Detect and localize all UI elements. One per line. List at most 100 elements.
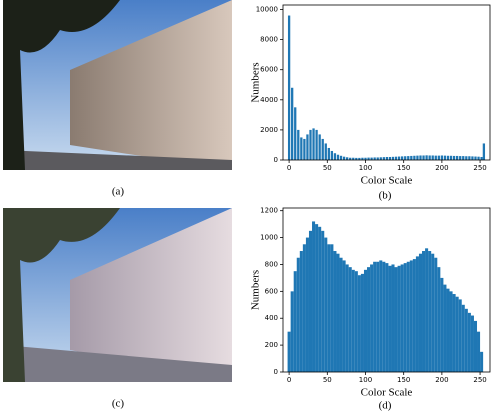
- bar: [400, 264, 404, 372]
- x-tick-label: 250: [473, 164, 486, 172]
- y-tick-label: 1200: [260, 207, 278, 215]
- photo-c: [3, 208, 232, 382]
- bar: [428, 155, 431, 160]
- bar: [449, 155, 453, 160]
- bar: [351, 269, 355, 372]
- bar: [336, 154, 340, 160]
- bar: [370, 157, 373, 160]
- bar: [290, 291, 294, 372]
- y-tick-label: 6000: [260, 66, 278, 74]
- y-tick-label: 0: [274, 368, 278, 376]
- bar: [357, 275, 361, 372]
- bar: [452, 155, 456, 160]
- x-tick-label: 200: [435, 376, 448, 384]
- bar: [305, 237, 309, 372]
- bar: [422, 251, 426, 372]
- bar: [327, 244, 331, 372]
- y-axis-label: Numbers: [250, 62, 262, 102]
- bar: [364, 157, 367, 160]
- bar: [477, 156, 480, 160]
- bar: [302, 244, 306, 372]
- x-tick-label: 0: [287, 164, 291, 172]
- bar: [333, 153, 337, 160]
- bar: [437, 155, 440, 160]
- y-axis-label: Numbers: [250, 270, 262, 310]
- bar: [425, 248, 429, 372]
- bar: [308, 230, 313, 372]
- x-axis-label: Color Scale: [361, 175, 413, 187]
- bar: [318, 134, 321, 160]
- bar: [342, 260, 346, 372]
- bar: [480, 351, 484, 372]
- bar: [379, 260, 383, 372]
- bar: [412, 259, 416, 372]
- bar: [361, 157, 364, 160]
- bar: [462, 156, 465, 160]
- bar: [403, 263, 407, 372]
- bar: [309, 129, 312, 160]
- bar: [407, 156, 410, 160]
- bar: [467, 312, 471, 372]
- caption: (a): [112, 186, 125, 198]
- bar: [388, 265, 392, 372]
- bar: [456, 155, 459, 160]
- bar: [482, 143, 486, 160]
- bar: [291, 87, 294, 160]
- bar: [348, 267, 352, 372]
- bar: [443, 155, 447, 160]
- axes-frame: [282, 207, 491, 373]
- x-tick-label: 50: [323, 376, 332, 384]
- bar: [404, 156, 407, 160]
- bar: [358, 157, 361, 160]
- bar: [324, 237, 328, 372]
- bar: [415, 256, 419, 372]
- y-tick-label: 4000: [260, 96, 278, 104]
- x-tick-label: 100: [359, 164, 372, 172]
- y-tick-label: 200: [265, 341, 278, 349]
- bar: [345, 264, 349, 372]
- y-tick-label: 0: [274, 156, 278, 164]
- bar: [333, 251, 337, 372]
- bar: [409, 260, 413, 372]
- bar: [459, 156, 462, 160]
- bar: [471, 156, 474, 160]
- bar: [434, 155, 437, 160]
- bar: [318, 226, 322, 372]
- bar: [330, 244, 334, 372]
- bar: [303, 138, 306, 160]
- x-tick-label: 150: [397, 376, 410, 384]
- bar: [391, 156, 395, 160]
- bar: [379, 157, 382, 160]
- caption: (b): [379, 190, 392, 202]
- bar: [419, 155, 422, 160]
- bar: [480, 156, 483, 160]
- bar: [431, 253, 435, 372]
- bar: [418, 253, 423, 372]
- bar: [324, 143, 327, 160]
- bar: [446, 155, 450, 160]
- bar: [312, 221, 316, 372]
- bar: [299, 251, 303, 372]
- bar: [339, 257, 343, 372]
- bar: [339, 155, 343, 160]
- bar: [397, 156, 401, 160]
- bar: [397, 265, 401, 372]
- bar: [294, 107, 297, 160]
- bar: [431, 155, 434, 160]
- bar: [440, 155, 444, 160]
- bar: [349, 157, 352, 160]
- bar: [406, 261, 410, 372]
- bar: [327, 147, 330, 160]
- bar: [455, 296, 459, 372]
- y-tick-label: 8000: [260, 36, 278, 44]
- bar: [363, 269, 368, 372]
- bar: [385, 156, 389, 160]
- bar: [434, 257, 438, 372]
- photo-a: [3, 0, 232, 170]
- bar: [452, 294, 456, 372]
- bar: [413, 155, 416, 160]
- x-tick-label: 100: [359, 376, 372, 384]
- bar: [321, 230, 325, 372]
- bar: [373, 261, 377, 372]
